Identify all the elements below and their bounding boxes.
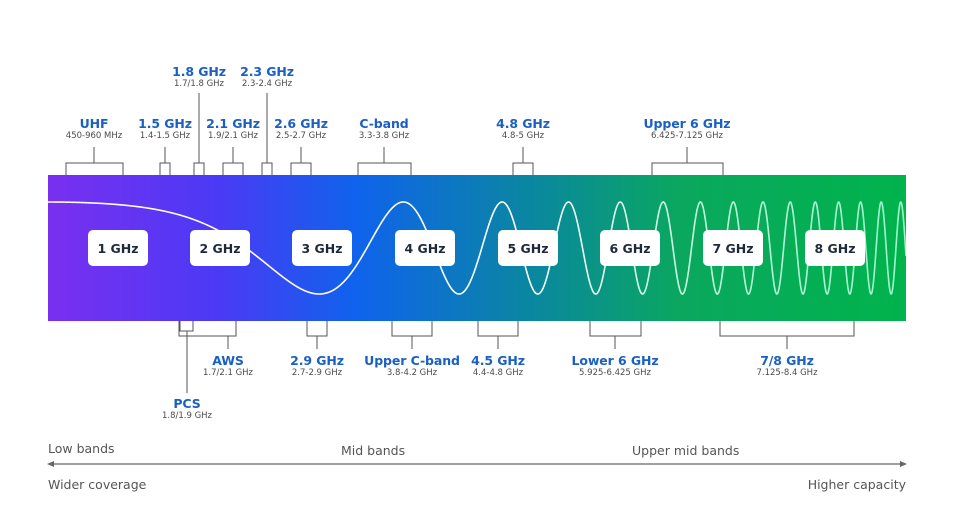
band-label: Upper 6 GHz 6.425-7.125 GHz — [644, 116, 731, 142]
coverage-capacity-axis — [47, 461, 907, 467]
band-range: 5.925-6.425 GHz — [579, 368, 651, 378]
band-name: 2.6 GHz — [274, 116, 328, 131]
band-name: PCS — [173, 396, 201, 411]
band-range: 1.7/1.8 GHz — [173, 79, 225, 89]
band-label: AWS 1.7/2.1 GHz — [203, 353, 253, 379]
band-label: 7/8 GHz 7.125-8.4 GHz — [756, 353, 817, 379]
band-label: C-band 3.3-3.8 GHz — [359, 116, 409, 142]
ghz-marker: 6 GHz — [600, 230, 660, 266]
mid-bands-label: Mid bands — [341, 443, 406, 458]
band-brackets — [65, 93, 855, 393]
band-range: 7.125-8.4 GHz — [756, 368, 818, 378]
band-range: 6.425-7.125 GHz — [651, 131, 723, 141]
band-label: 1.5 GHz 1.4-1.5 GHz — [138, 116, 192, 142]
ghz-marker: 2 GHz — [190, 230, 250, 266]
band-label: 2.9 GHz 2.7-2.9 GHz — [290, 353, 344, 379]
band-label: PCS 1.8/1.9 GHz — [162, 396, 212, 422]
wider-coverage-label: Wider coverage — [48, 477, 147, 492]
low-bands-label: Low bands — [48, 441, 115, 456]
band-range: 2.5-2.7 GHz — [275, 131, 327, 141]
band-name: Lower 6 GHz — [571, 353, 659, 368]
arrow-right-icon — [900, 461, 907, 467]
ghz-marker: 4 GHz — [395, 230, 455, 266]
band-name: 7/8 GHz — [760, 353, 814, 368]
band-range: 4.4-4.8 GHz — [472, 368, 524, 378]
band-label: 2.1 GHz 1.9/2.1 GHz — [206, 116, 260, 142]
upper-mid-bands-label: Upper mid bands — [632, 443, 740, 458]
band-name: 2.3 GHz — [240, 64, 294, 79]
band-label: 2.6 GHz 2.5-2.7 GHz — [274, 116, 328, 142]
band-name: 4.5 GHz — [471, 353, 525, 368]
band-name: Upper C-band — [364, 353, 460, 368]
band-range: 1.4-1.5 GHz — [139, 131, 191, 141]
arrow-left-icon — [47, 461, 54, 467]
ghz-marker: 7 GHz — [703, 230, 763, 266]
band-name: 1.8 GHz — [172, 64, 226, 79]
band-name: 2.9 GHz — [290, 353, 344, 368]
frequency-wave — [48, 201, 906, 295]
band-name: Upper 6 GHz — [643, 116, 731, 131]
band-range: 3.8-4.2 GHz — [386, 368, 438, 378]
ghz-marker: 5 GHz — [498, 230, 558, 266]
band-range: 1.8/1.9 GHz — [161, 411, 213, 421]
band-name: AWS — [212, 353, 244, 368]
ghz-marker: 8 GHz — [805, 230, 865, 266]
band-name: C-band — [359, 116, 409, 131]
band-range: 1.9/2.1 GHz — [207, 131, 259, 141]
ghz-marker: 3 GHz — [292, 230, 352, 266]
band-name: UHF — [79, 116, 109, 131]
band-range: 3.3-3.8 GHz — [358, 131, 410, 141]
band-range: 1.7/2.1 GHz — [202, 368, 254, 378]
band-label: 4.5 GHz 4.4-4.8 GHz — [471, 353, 525, 379]
band-name: 2.1 GHz — [206, 116, 260, 131]
band-label: Upper C-band 3.8-4.2 GHz — [364, 353, 460, 379]
band-range: 2.7-2.9 GHz — [291, 368, 343, 378]
band-range: 2.3-2.4 GHz — [241, 79, 293, 89]
band-label: Lower 6 GHz 5.925-6.425 GHz — [571, 353, 658, 379]
band-label: 2.3 GHz 2.3-2.4 GHz — [240, 64, 294, 90]
frequency-band-gradient — [48, 175, 906, 321]
band-name: 4.8 GHz — [496, 116, 550, 131]
band-range: 450-960 MHz — [65, 131, 123, 141]
higher-capacity-label: Higher capacity — [807, 477, 906, 492]
band-name: 1.5 GHz — [138, 116, 192, 131]
ghz-marker: 1 GHz — [88, 230, 148, 266]
band-label: 1.8 GHz 1.7/1.8 GHz — [172, 64, 226, 90]
band-label: UHF 450-960 MHz — [66, 116, 122, 142]
band-label: 4.8 GHz 4.8-5 GHz — [496, 116, 550, 142]
band-range: 4.8-5 GHz — [501, 131, 545, 141]
